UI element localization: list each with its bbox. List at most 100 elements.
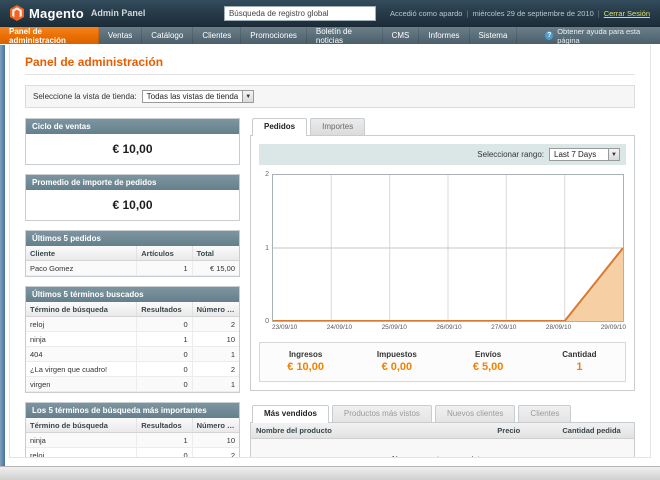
date-text: miércoles 29 de septiembre de 2010 xyxy=(472,8,594,18)
cell: 1 xyxy=(136,260,193,276)
last-search-terms-table: Término de búsqueda Resultados Número de… xyxy=(26,302,239,392)
col-header: Cliente xyxy=(26,246,137,261)
x-tick: 24/09/10 xyxy=(326,324,353,331)
col-header: Número de usos xyxy=(191,302,239,317)
x-tick: 25/09/10 xyxy=(381,324,407,331)
main-nav: Panel de administración Ventas Catálogo … xyxy=(0,26,660,45)
last-search-terms-title: Últimos 5 términos buscados xyxy=(26,287,239,302)
chart-y-axis: 2 1 0 xyxy=(259,171,272,325)
window-left-edge xyxy=(0,45,5,466)
lifetime-sales-value: € 10,00 xyxy=(112,142,153,156)
chevron-down-icon: ▼ xyxy=(608,149,619,160)
table-row[interactable]: Paco Gomez 1 € 15,00 xyxy=(26,260,239,276)
magento-logo: Magento Admin Panel xyxy=(10,5,145,21)
table-row[interactable]: reloj 0 2 xyxy=(26,316,239,332)
stat-value: € 0,00 xyxy=(381,361,413,373)
magento-logo-icon xyxy=(10,5,24,21)
chart-x-axis: 23/09/10 24/09/10 25/09/10 26/09/10 27/0… xyxy=(272,324,626,331)
nav-item-boletin[interactable]: Boletín de noticias xyxy=(307,27,383,45)
table-row[interactable]: reloj 0 2 xyxy=(26,447,239,457)
nav-item-promociones[interactable]: Promociones xyxy=(241,27,307,44)
col-header: Nombre del producto xyxy=(251,423,493,439)
range-selected: Last 7 Days xyxy=(554,150,597,159)
orders-amounts-tabs: Pedidos Importes xyxy=(250,118,635,136)
x-tick: 26/09/10 xyxy=(436,324,462,331)
store-view-selected: Todas las vistas de tienda xyxy=(146,92,239,101)
stat-value: € 10,00 xyxy=(287,361,324,373)
nav-item-panel-de-administracion[interactable]: Panel de administración xyxy=(0,27,99,45)
admin-panel-label: Admin Panel xyxy=(90,8,146,18)
last-orders-title: Últimos 5 pedidos xyxy=(26,231,239,246)
col-header: Término de búsqueda xyxy=(26,302,137,317)
chevron-down-icon: ▼ xyxy=(242,91,254,102)
cell: 1 xyxy=(191,376,239,392)
logout-link[interactable]: Cerrar Sesión xyxy=(603,8,650,18)
nav-item-cms[interactable]: CMS xyxy=(383,27,420,44)
stat-envios: Envíos € 5,00 xyxy=(443,350,534,373)
cell: reloj xyxy=(26,447,137,457)
orders-chart-svg xyxy=(273,175,623,321)
col-header: Total xyxy=(191,246,239,261)
chart-plot-area xyxy=(272,174,624,322)
help-icon: ? xyxy=(545,31,554,40)
cell: 1 xyxy=(191,346,239,362)
cell: 0 xyxy=(136,376,193,392)
nav-spacer xyxy=(517,27,535,44)
tab-nuevos-clientes[interactable]: Nuevos clientes xyxy=(434,405,516,422)
nav-item-informes[interactable]: Informes xyxy=(419,27,470,44)
stat-label: Ingresos xyxy=(288,350,323,359)
nav-item-sistema[interactable]: Sistema xyxy=(470,27,518,44)
tab-mas-vendidos[interactable]: Más vendidos xyxy=(252,405,329,423)
cell: 404 xyxy=(26,346,137,362)
tab-importes[interactable]: Importes xyxy=(310,118,366,135)
table-row[interactable]: 404 0 1 xyxy=(26,346,239,362)
stat-label: Cantidad xyxy=(562,350,597,359)
cell: ¿La virgen que cuadro! xyxy=(26,361,137,377)
header: Magento Admin Panel Accedió como apardo … xyxy=(0,0,660,26)
col-header: Resultados xyxy=(136,302,193,317)
table-row[interactable]: ninja 1 10 xyxy=(26,331,239,347)
average-orders-box: Promedio de importe de pedidos € 10,00 xyxy=(25,174,240,221)
cell: Paco Gomez xyxy=(26,260,137,276)
cell: € 15,00 xyxy=(191,260,239,276)
last-search-terms-box: Últimos 5 términos buscados Término de b… xyxy=(25,286,240,393)
stat-label: Impuestos xyxy=(376,350,417,359)
store-view-bar: Seleccione la vista de tienda: Todas las… xyxy=(25,85,635,108)
window-bottom-edge xyxy=(0,466,660,480)
products-grid: Nombre del producto Precio Cantidad pedi… xyxy=(250,422,635,457)
help-link[interactable]: ? Obtener ayuda para esta página xyxy=(535,27,660,45)
tab-productos-mas-vistos[interactable]: Productos más vistos xyxy=(331,405,432,422)
cell: virgen xyxy=(26,376,137,392)
cell: 2 xyxy=(191,447,239,457)
col-header: Artículos xyxy=(136,246,193,261)
tab-pedidos[interactable]: Pedidos xyxy=(252,118,308,136)
cell: 0 xyxy=(136,447,193,457)
table-row[interactable]: virgen 0 1 xyxy=(26,376,239,392)
table-row[interactable]: ¿La virgen que cuadro! 0 2 xyxy=(26,361,239,377)
separator: | xyxy=(597,8,600,18)
cell: 2 xyxy=(191,316,239,332)
cell: 1 xyxy=(136,331,193,347)
average-orders-title: Promedio de importe de pedidos xyxy=(26,175,239,190)
nav-item-catalogo[interactable]: Catálogo xyxy=(142,27,194,44)
cell: 10 xyxy=(191,432,239,448)
top-search-terms-title: Los 5 términos de búsqueda más important… xyxy=(26,403,239,418)
cell: 0 xyxy=(136,346,193,362)
nav-item-ventas[interactable]: Ventas xyxy=(99,27,143,44)
left-column: Ciclo de ventas € 10,00 Promedio de impo… xyxy=(25,118,240,457)
logged-in-text: Accedió como apardo xyxy=(389,8,463,18)
top-search-terms-table: Término de búsqueda Resultados Número de… xyxy=(26,418,239,457)
range-select[interactable]: Last 7 Days ▼ xyxy=(549,148,620,161)
global-search-input[interactable] xyxy=(223,5,376,21)
store-view-select[interactable]: Todas las vistas de tienda ▼ xyxy=(141,90,255,103)
page-title: Panel de administración xyxy=(25,55,635,75)
x-tick: 23/09/10 xyxy=(272,324,298,331)
table-row[interactable]: ninja 1 10 xyxy=(26,432,239,448)
col-header: Precio xyxy=(492,423,558,439)
orders-chart: 2 1 0 xyxy=(259,171,626,325)
nav-item-clientes[interactable]: Clientes xyxy=(193,27,242,44)
cell: 0 xyxy=(136,361,193,377)
content-area: Panel de administración Seleccione la vi… xyxy=(9,45,651,458)
tab-clientes[interactable]: Clientes xyxy=(518,405,572,422)
col-header: Número de usos xyxy=(191,418,239,433)
